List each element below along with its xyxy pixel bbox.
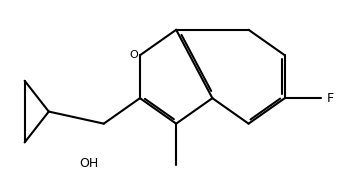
Text: F: F xyxy=(326,92,333,105)
Text: OH: OH xyxy=(79,157,99,170)
Text: O: O xyxy=(129,50,138,60)
